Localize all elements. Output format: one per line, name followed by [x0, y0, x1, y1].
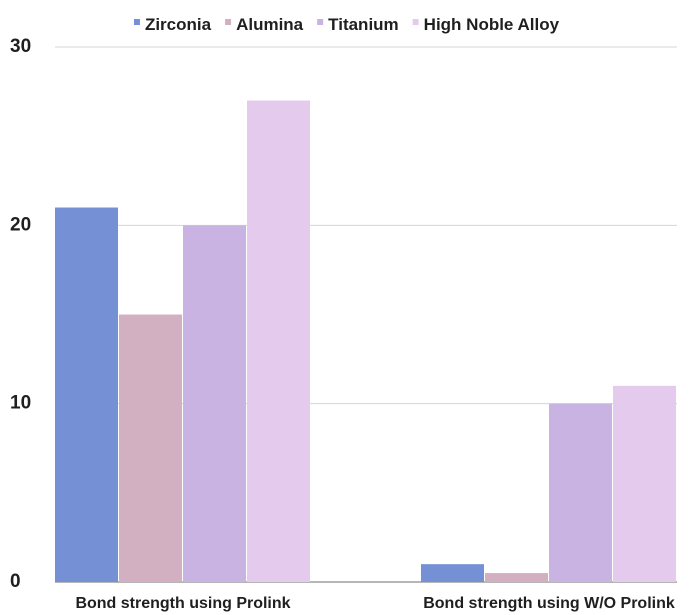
x-axis-categories: Bond strength using Prolink Bond strength…	[75, 595, 674, 612]
y-tick-label: 10	[10, 393, 31, 414]
bar-high-noble-alloy-1	[613, 385, 676, 582]
legend-item: Alumina	[225, 15, 304, 34]
legend-swatch	[225, 19, 232, 25]
legend-label: High Noble Alloy	[424, 15, 560, 34]
bar-titanium-0	[183, 225, 246, 583]
legend-swatch	[317, 19, 324, 25]
legend-item: High Noble Alloy	[412, 15, 560, 34]
legend-label: Titanium	[328, 15, 399, 34]
y-tick-label: 0	[10, 571, 21, 592]
legend-item: Zirconia	[133, 15, 212, 34]
legend-label: Alumina	[236, 15, 304, 34]
legend-item: Titanium	[317, 15, 399, 34]
y-tick-label: 30	[10, 36, 31, 57]
legend: Zirconia Alumina Titanium High Noble Alloy	[133, 15, 560, 34]
x-category-label: Bond strength using Prolink	[75, 595, 290, 612]
bar-high-noble-alloy-0	[247, 100, 310, 582]
bar-zirconia-1	[421, 564, 484, 582]
x-category-label: Bond strength using W/O Prolink	[423, 595, 675, 612]
y-tick-label: 20	[10, 214, 31, 235]
legend-swatch	[133, 19, 140, 25]
bar-alumina-0	[119, 314, 182, 582]
y-axis-ticks: 0 10 20 30	[10, 36, 31, 592]
bar-titanium-1	[549, 403, 612, 582]
bar-alumina-1	[485, 573, 548, 582]
bar-zirconia-0	[55, 207, 118, 582]
legend-swatch	[412, 19, 419, 25]
legend-label: Zirconia	[145, 15, 212, 34]
bars	[55, 100, 676, 583]
